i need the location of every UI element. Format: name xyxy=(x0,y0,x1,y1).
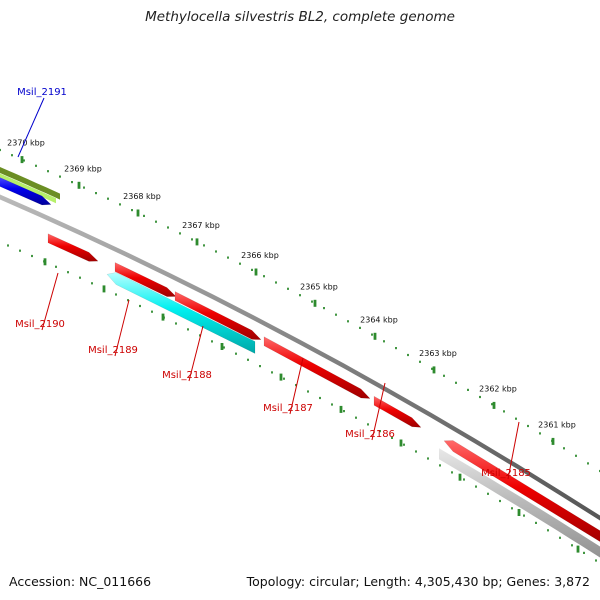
accession-text: Accession: NC_011666 xyxy=(9,574,152,589)
inner-major-tick xyxy=(43,258,47,266)
label-leader-line xyxy=(41,272,59,331)
tick-label: 2362 kbp xyxy=(479,384,517,393)
tick-label: 2365 kbp xyxy=(300,282,338,291)
major-tick xyxy=(254,268,258,276)
gene-arrow xyxy=(263,336,371,399)
tick-label: 2368 kbp xyxy=(123,192,161,201)
label-leader-line xyxy=(289,357,304,415)
gene-label: Msil_2188 xyxy=(162,370,212,381)
forward-gene-bar xyxy=(0,166,60,200)
tick-label: 2366 kbp xyxy=(241,251,279,260)
gene-label: Msil_2191 xyxy=(17,87,67,98)
gene-arrow xyxy=(106,272,256,354)
major-tick xyxy=(20,156,24,164)
gene-label: Msil_2189 xyxy=(88,345,138,356)
label-leader-line xyxy=(371,382,386,441)
gene-arrow xyxy=(443,440,600,542)
tick-label: 2370 kbp xyxy=(7,139,45,148)
inner-major-tick xyxy=(576,545,580,553)
label-leader-line xyxy=(114,299,130,357)
inner-major-tick xyxy=(517,509,521,516)
tick-label: 2369 kbp xyxy=(64,164,102,173)
tick-label: 2361 kbp xyxy=(538,420,576,429)
gene-label: Msil_2187 xyxy=(263,403,313,414)
major-tick xyxy=(77,181,81,189)
inner-major-tick xyxy=(161,313,165,321)
tick-label: 2367 kbp xyxy=(182,221,220,230)
inner-major-tick xyxy=(339,405,343,413)
label-leader-line xyxy=(17,97,45,158)
gene-arrow xyxy=(0,177,52,206)
tick-label: 2363 kbp xyxy=(419,349,457,358)
gene-label: Msil_2185 xyxy=(481,468,531,479)
gene-arrow xyxy=(373,395,422,428)
topology-summary: Topology: circular; Length: 4,305,430 bp… xyxy=(246,574,590,589)
tick-label: 2364 kbp xyxy=(360,315,398,324)
forward-gene-bar xyxy=(0,173,56,204)
label-leader-line xyxy=(188,325,204,382)
map-title: Methylocella silvestris BL2, complete ge… xyxy=(145,9,455,25)
major-tick xyxy=(551,437,555,445)
major-tick xyxy=(195,238,199,246)
gene-arrow xyxy=(114,262,177,297)
major-tick xyxy=(313,299,317,307)
major-tick xyxy=(136,209,140,217)
scale-ticks: 2370 kbp 2369 kbp 2368 kbp 2367 kbp 2366 kbp… xyxy=(0,139,600,562)
gene-arrow xyxy=(47,233,99,262)
inner-major-tick xyxy=(458,473,462,481)
gene-label: Msil_2186 xyxy=(345,429,395,440)
gene-labels: Msil_2191 Msil_2190 Msil_2189 Msil_2188 Msil… xyxy=(15,87,531,480)
label-leader-line xyxy=(507,421,520,480)
major-tick xyxy=(432,366,436,374)
gray-gene-bar xyxy=(439,448,600,558)
inner-major-tick xyxy=(279,373,283,381)
major-tick xyxy=(492,401,496,409)
major-tick xyxy=(373,332,377,340)
inner-major-tick xyxy=(102,285,106,293)
feature-tracks xyxy=(0,166,600,558)
gene-arrow xyxy=(174,291,262,340)
inner-major-tick xyxy=(399,439,403,447)
gene-label: Msil_2190 xyxy=(15,319,65,330)
inner-major-tick xyxy=(220,343,224,350)
